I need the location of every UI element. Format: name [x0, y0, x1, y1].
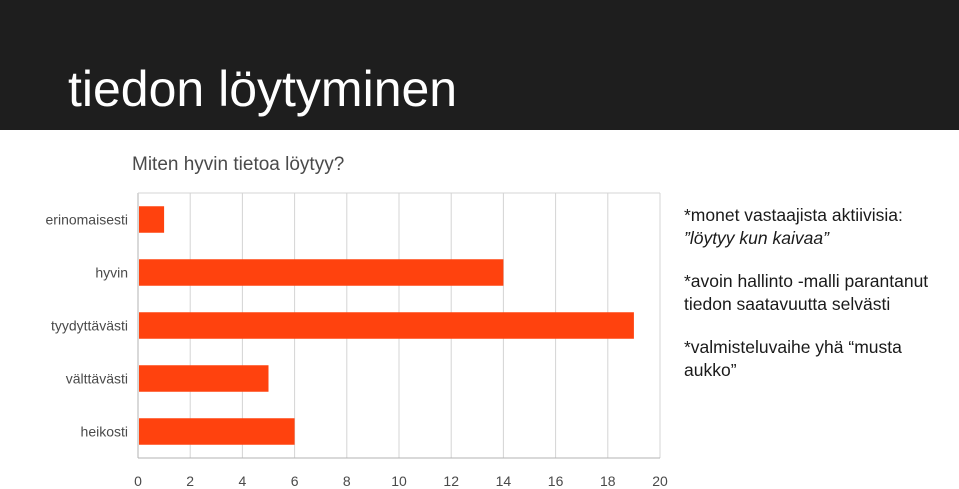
x-tick-label-10: 10	[391, 473, 407, 489]
slide-header: tiedon löytyminen	[0, 0, 959, 130]
chart-title: Miten hyvin tietoa löytyy?	[132, 154, 345, 175]
note-1-line-1: *monet vastaajista aktiivisia:	[684, 205, 903, 225]
notes-panel: *monet vastaajista aktiivisia: ”löytyy k…	[684, 204, 959, 402]
slide-title: tiedon löytyminen	[68, 61, 458, 117]
category-label-2: hyvin	[95, 265, 128, 281]
note-3-line-2: aukko”	[684, 360, 737, 380]
note-2: *avoin hallinto -malli parantanut tiedon…	[684, 270, 959, 316]
category-label-4: välttävästi	[66, 371, 128, 387]
x-tick-label-2: 2	[186, 473, 194, 489]
x-tick-label-6: 6	[291, 473, 299, 489]
bar-2	[139, 259, 504, 286]
bar-4	[139, 365, 269, 392]
note-2-line-1: *avoin hallinto -malli parantanut	[684, 271, 929, 291]
x-tick-label-18: 18	[600, 473, 616, 489]
bar-5	[139, 418, 295, 445]
note-1-line-2: ”löytyy kun kaivaa”	[684, 228, 829, 248]
category-label-1: erinomaisesti	[46, 212, 128, 228]
bar-3	[139, 312, 634, 339]
note-2-line-2: tiedon saatavuutta selvästi	[684, 294, 891, 314]
bar-1	[139, 206, 165, 233]
x-tick-label-4: 4	[239, 473, 247, 489]
category-label-5: heikosti	[81, 424, 128, 440]
x-tick-label-12: 12	[443, 473, 459, 489]
note-3: *valmisteluvaihe yhä “musta aukko”	[684, 336, 959, 382]
x-tick-label-14: 14	[496, 473, 512, 489]
x-tick-label-0: 0	[134, 473, 142, 489]
note-3-line-1: *valmisteluvaihe yhä “musta	[684, 337, 902, 357]
category-label-3: tyydyttävästi	[51, 318, 128, 334]
note-1: *monet vastaajista aktiivisia: ”löytyy k…	[684, 204, 959, 250]
x-tick-label-8: 8	[343, 473, 351, 489]
x-tick-label-16: 16	[548, 473, 564, 489]
bar-chart: 0 2 4 6 8 10 12 14 16 18 20 erinomaisesti hyvin tyydy…	[46, 192, 668, 489]
x-tick-label-20: 20	[652, 473, 668, 489]
